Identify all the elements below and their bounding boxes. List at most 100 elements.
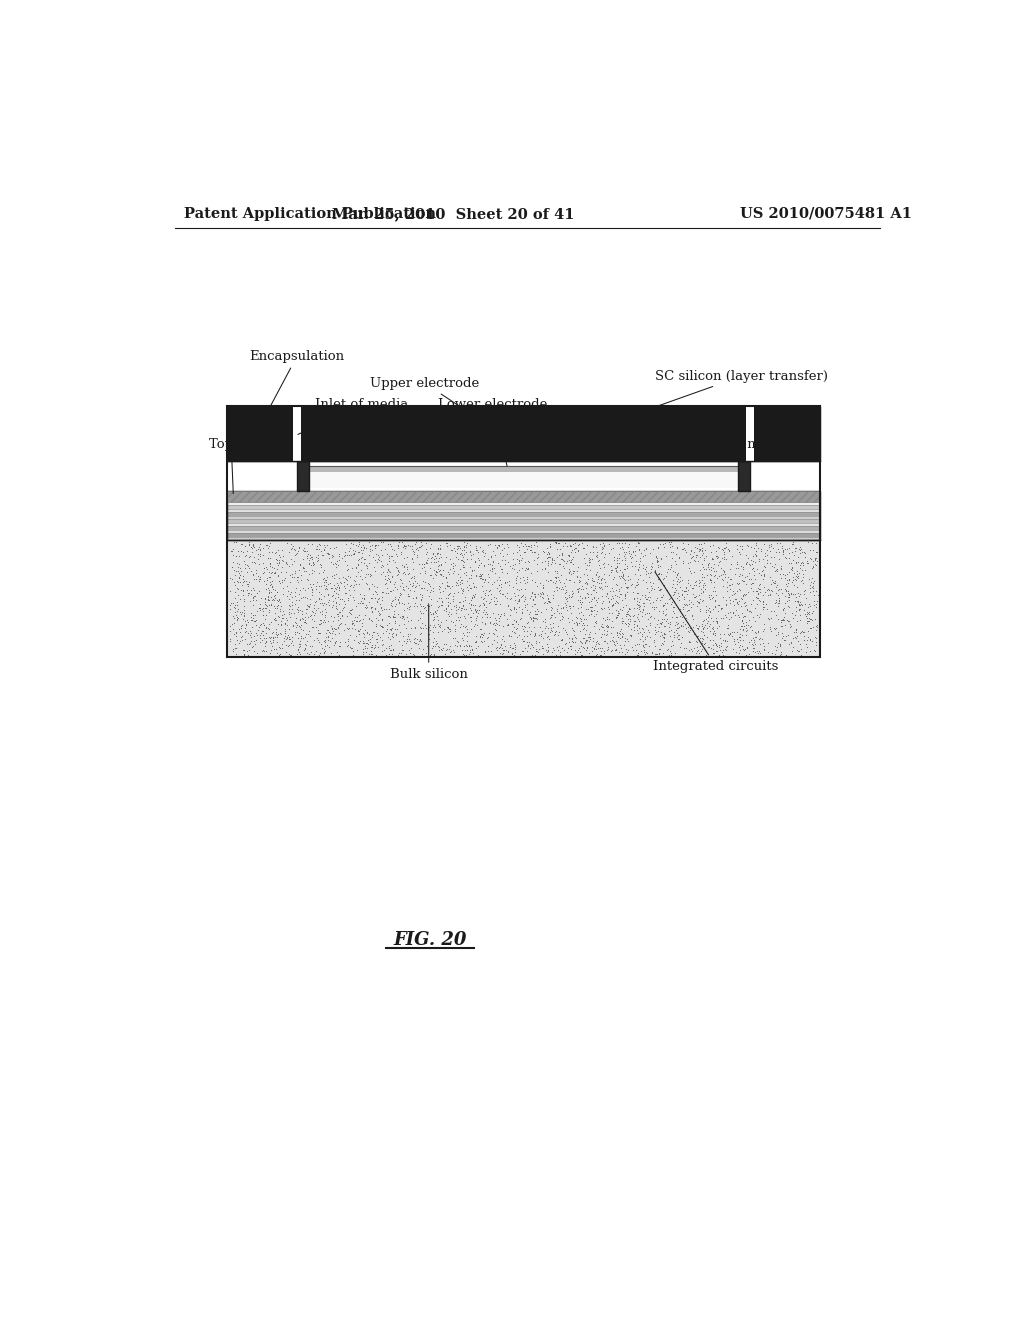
Point bbox=[484, 645, 501, 667]
Point bbox=[667, 561, 683, 582]
Point bbox=[680, 533, 696, 554]
Point bbox=[368, 644, 384, 665]
Point bbox=[317, 605, 334, 626]
Point bbox=[700, 605, 717, 626]
Point bbox=[236, 606, 252, 627]
Point bbox=[711, 645, 727, 667]
Point bbox=[312, 541, 329, 562]
Point bbox=[530, 546, 547, 568]
Point bbox=[736, 615, 753, 636]
Point bbox=[564, 553, 581, 574]
Point bbox=[646, 598, 663, 619]
Point bbox=[379, 619, 395, 640]
Point bbox=[317, 577, 334, 598]
Point bbox=[373, 598, 389, 619]
Point bbox=[415, 603, 431, 624]
Point bbox=[634, 602, 650, 623]
Point bbox=[459, 626, 475, 647]
Point bbox=[543, 607, 559, 628]
Point bbox=[387, 589, 403, 610]
Point bbox=[329, 550, 345, 572]
Point bbox=[532, 583, 549, 605]
Point bbox=[382, 628, 398, 649]
Point bbox=[493, 593, 509, 614]
Point bbox=[593, 638, 609, 659]
Point bbox=[512, 644, 528, 665]
Point bbox=[488, 537, 505, 558]
Point bbox=[484, 602, 501, 623]
Point bbox=[588, 644, 604, 665]
Point bbox=[777, 565, 794, 586]
Text: Integrated circuits: Integrated circuits bbox=[653, 572, 779, 673]
Point bbox=[680, 616, 696, 638]
Point bbox=[666, 541, 682, 562]
Point bbox=[667, 615, 683, 636]
Point bbox=[554, 628, 570, 649]
Point bbox=[713, 565, 729, 586]
Point bbox=[526, 626, 543, 647]
Point bbox=[594, 532, 610, 553]
Point bbox=[311, 644, 328, 665]
Point bbox=[607, 573, 624, 594]
Point bbox=[804, 557, 820, 578]
Point bbox=[343, 638, 359, 659]
Point bbox=[430, 537, 446, 558]
Point bbox=[334, 599, 350, 620]
Point bbox=[270, 565, 287, 586]
Point bbox=[587, 611, 603, 632]
Point bbox=[608, 606, 625, 627]
Point bbox=[430, 597, 446, 618]
Point bbox=[529, 576, 546, 597]
Point bbox=[373, 557, 389, 578]
Point bbox=[725, 581, 741, 602]
Point bbox=[680, 579, 696, 601]
Point bbox=[735, 593, 752, 614]
Point bbox=[641, 590, 657, 611]
Point bbox=[562, 535, 579, 556]
Point bbox=[582, 622, 598, 643]
Point bbox=[784, 556, 801, 577]
Point bbox=[570, 556, 587, 577]
Point bbox=[518, 599, 535, 620]
Point bbox=[236, 541, 252, 562]
Point bbox=[300, 564, 316, 585]
Point bbox=[380, 627, 396, 648]
Point bbox=[778, 546, 795, 568]
Point bbox=[447, 546, 464, 568]
Point bbox=[609, 553, 626, 574]
Point bbox=[734, 569, 751, 590]
Point bbox=[599, 623, 615, 644]
Point bbox=[412, 537, 428, 558]
Point bbox=[367, 535, 383, 556]
Point bbox=[337, 550, 353, 572]
Point bbox=[667, 550, 683, 572]
Point bbox=[456, 550, 472, 572]
Point bbox=[442, 619, 459, 640]
Point bbox=[668, 611, 684, 632]
Point bbox=[770, 539, 786, 560]
Point bbox=[425, 581, 441, 602]
Point bbox=[601, 543, 617, 564]
Point bbox=[767, 605, 783, 626]
Point bbox=[457, 640, 473, 661]
Point bbox=[288, 544, 304, 565]
Point bbox=[498, 549, 514, 570]
Point bbox=[561, 562, 578, 583]
Point bbox=[659, 558, 676, 579]
Point bbox=[367, 537, 383, 558]
Point bbox=[340, 566, 356, 587]
Point bbox=[556, 572, 572, 593]
Point bbox=[692, 587, 709, 609]
Point bbox=[459, 548, 475, 569]
Point bbox=[713, 557, 729, 578]
Point bbox=[356, 626, 373, 647]
Point bbox=[484, 561, 501, 582]
Point bbox=[759, 579, 775, 601]
Point bbox=[517, 638, 534, 659]
Point bbox=[430, 622, 446, 643]
Point bbox=[412, 593, 428, 614]
Point bbox=[352, 583, 369, 605]
Point bbox=[298, 560, 314, 581]
Point bbox=[635, 557, 651, 578]
Point bbox=[676, 581, 692, 602]
